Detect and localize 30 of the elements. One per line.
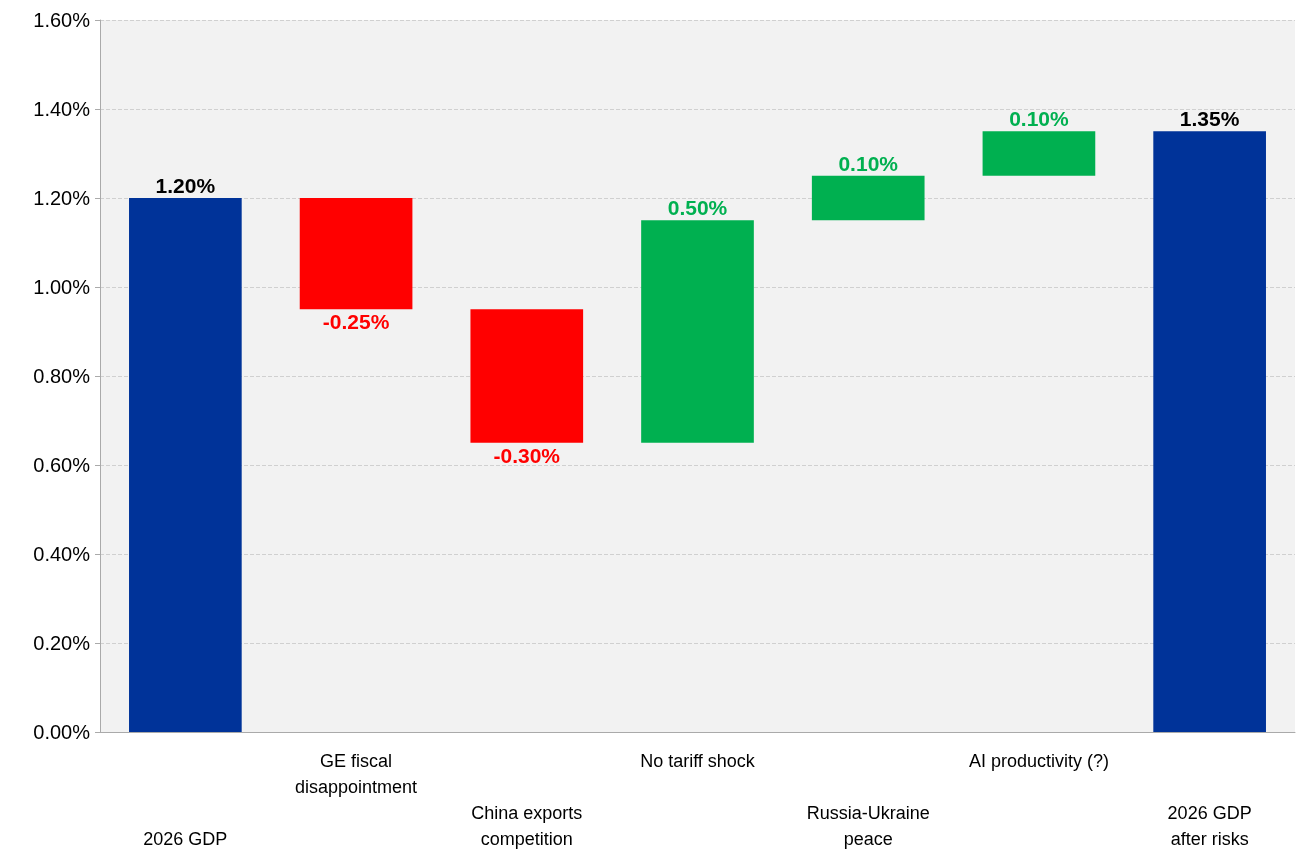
y-tick-label: 1.00%: [33, 276, 91, 298]
y-tick-label: 1.20%: [33, 187, 91, 209]
bar: [811, 175, 925, 221]
bar: [1153, 131, 1266, 732]
bar: [129, 198, 242, 732]
bar: [982, 131, 1096, 176]
y-tick-label: 0.80%: [33, 365, 91, 387]
y-tick-label: 0.40%: [33, 543, 91, 565]
y-tick-label: 1.40%: [33, 98, 91, 120]
data-label: -0.25%: [322, 310, 390, 334]
data-label: 1.20%: [155, 174, 216, 197]
data-label: -0.30%: [493, 443, 561, 467]
x-tick-label: Russia-Ukraine peace: [806, 803, 930, 849]
data-label: 0.50%: [667, 196, 728, 220]
x-tick-label: GE fiscal disappointment: [295, 751, 418, 797]
y-tick-label: 0.60%: [33, 454, 91, 476]
x-tick-label: China exports competition: [471, 803, 583, 849]
x-tick-label: 2026 GDP after risks: [1167, 803, 1252, 849]
bar: [299, 198, 413, 310]
data-label: 1.35%: [1179, 107, 1240, 131]
y-tick-label: 0.00%: [33, 721, 91, 743]
bar: [470, 309, 584, 443]
x-tick-label: AI productivity (?): [968, 751, 1109, 771]
data-label: 0.10%: [1009, 107, 1070, 131]
x-tick-label: No tariff shock: [640, 751, 756, 771]
y-tick-label: 0.20%: [33, 632, 91, 654]
data-label: 0.10%: [838, 151, 899, 175]
y-tick-label: 1.60%: [33, 9, 91, 31]
bar: [641, 220, 754, 443]
x-tick-label: 2026 GDP: [143, 829, 228, 849]
